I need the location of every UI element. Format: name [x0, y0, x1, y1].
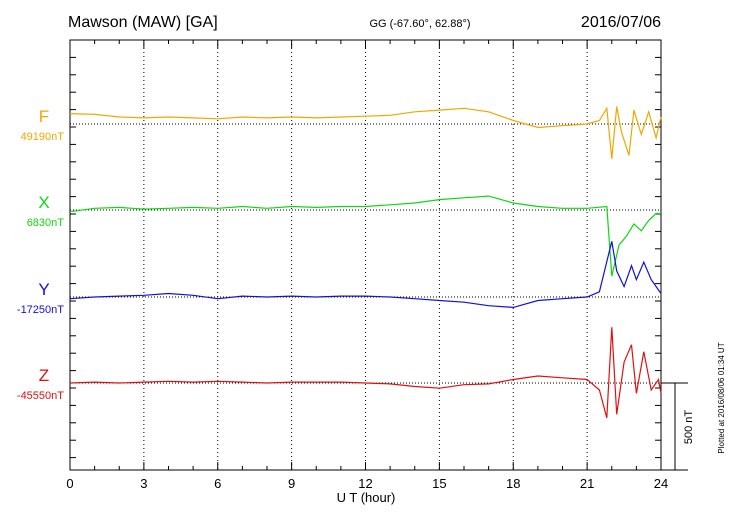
series-line-f	[69, 106, 662, 159]
series-letter-y: Y	[38, 280, 49, 299]
scale-bar-label: 500 nT	[683, 410, 695, 445]
coords-text: GG (-67.60°, 62.88°)	[369, 18, 470, 30]
date-text: 2016/07/06	[581, 14, 661, 31]
x-tick-label: 15	[432, 476, 446, 491]
x-tick-label: 12	[358, 476, 372, 491]
x-axis-label: U T (hour)	[337, 490, 396, 505]
series-line-x	[69, 195, 661, 277]
series-letter-z: Z	[39, 366, 49, 385]
grid-lines	[70, 40, 661, 470]
x-tick-label: 24	[654, 476, 668, 491]
x-tick-label: 3	[140, 476, 147, 491]
x-tick-label: 18	[506, 476, 520, 491]
x-tick-label: 21	[580, 476, 594, 491]
x-tick-label: 6	[214, 476, 221, 491]
series-group: F 49190nT X 6830nT Y -17250nT Z -45550nT	[17, 106, 662, 418]
x-tick-label: 9	[288, 476, 295, 491]
series-baseline-z: -45550nT	[17, 390, 64, 402]
series-letter-x: X	[38, 193, 49, 212]
scale-bar: 500 nT	[661, 382, 695, 471]
series-baseline-x: 6830nT	[27, 217, 65, 229]
axis-ticks: 0 3 6 9 12 15 18 21 24	[66, 39, 668, 491]
station-title: Mawson (MAW) [GA]	[68, 14, 218, 31]
series-letter-f: F	[39, 107, 49, 126]
series-line-z	[69, 327, 662, 418]
series-line-y	[69, 241, 662, 309]
series-baseline-f: 49190nT	[21, 131, 65, 143]
x-tick-label: 0	[66, 476, 73, 491]
plotted-at-note: Plotted at 2016/08/06 01:34 UT	[717, 342, 726, 453]
series-baseline-y: -17250nT	[17, 304, 64, 316]
